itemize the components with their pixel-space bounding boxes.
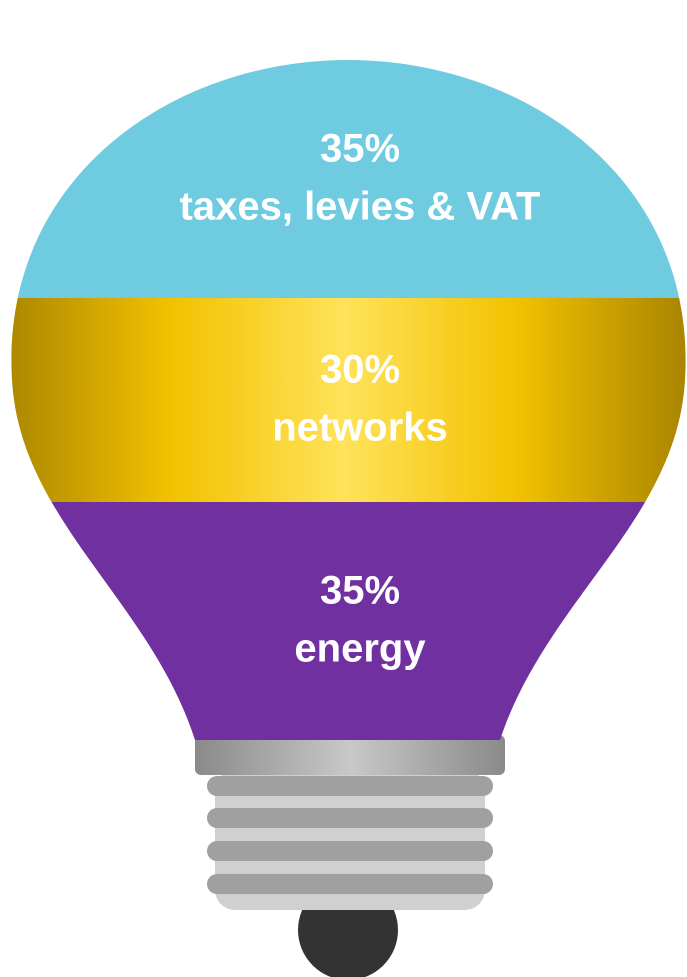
bulb-segment bbox=[11, 60, 686, 299]
value-label: 35% bbox=[320, 127, 400, 171]
thread bbox=[207, 776, 493, 796]
category-label: networks bbox=[272, 406, 448, 450]
neck bbox=[195, 735, 505, 775]
thread bbox=[207, 808, 493, 828]
category-label: energy bbox=[294, 627, 426, 671]
thread bbox=[207, 874, 493, 894]
bulb-segment bbox=[11, 298, 686, 503]
bulb-segment bbox=[11, 502, 686, 740]
bulb-base bbox=[195, 735, 505, 977]
value-label: 35% bbox=[320, 569, 400, 613]
thread bbox=[207, 841, 493, 861]
value-label: 30% bbox=[320, 348, 400, 392]
category-label: taxes, levies & VAT bbox=[180, 185, 541, 229]
